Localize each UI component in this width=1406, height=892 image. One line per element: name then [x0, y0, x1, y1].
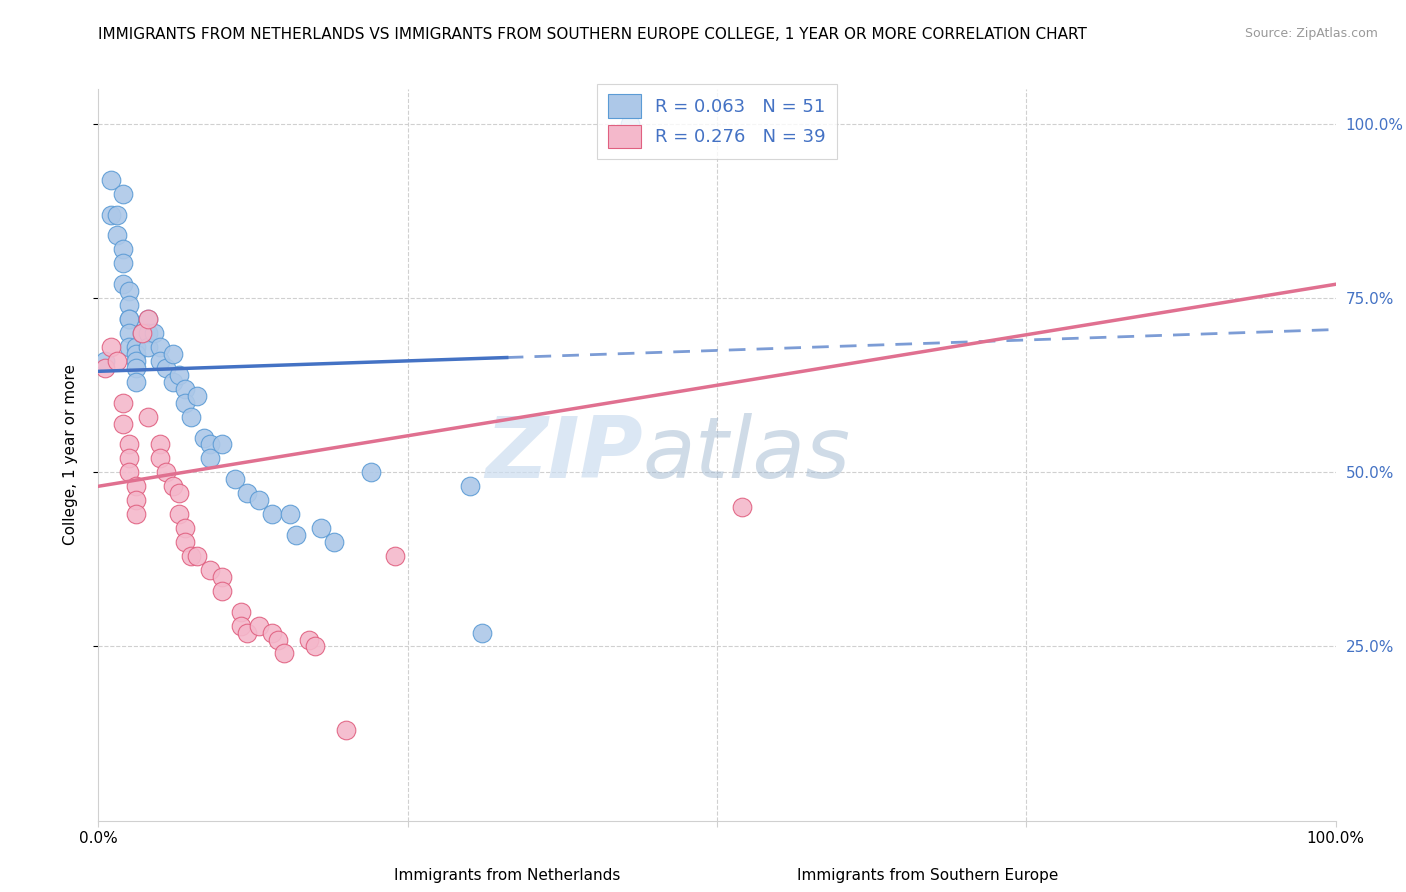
Point [198, 451, 221, 466]
Point [124, 493, 146, 508]
Point [285, 528, 308, 542]
Point [162, 375, 184, 389]
Point [236, 486, 259, 500]
Point [93, 354, 115, 368]
Point [112, 243, 135, 257]
Point [100, 340, 122, 354]
Point [112, 417, 135, 431]
Point [118, 451, 141, 466]
Point [155, 466, 177, 480]
Point [167, 507, 190, 521]
Point [260, 625, 283, 640]
Point [322, 535, 344, 549]
Point [335, 723, 357, 737]
Point [124, 354, 146, 368]
Point [180, 549, 202, 563]
Point [267, 632, 290, 647]
Point [211, 583, 233, 598]
Point [112, 186, 135, 201]
Point [229, 618, 252, 632]
Point [619, 117, 641, 131]
Point [118, 298, 141, 312]
Point [278, 507, 301, 521]
Text: Source: ZipAtlas.com: Source: ZipAtlas.com [1244, 27, 1378, 40]
Point [236, 625, 259, 640]
Point [167, 486, 190, 500]
Point [198, 563, 221, 577]
Point [211, 570, 233, 584]
Point [247, 493, 270, 508]
Point [118, 340, 141, 354]
Point [136, 312, 159, 326]
Point [186, 549, 208, 563]
Point [458, 479, 481, 493]
Point [131, 326, 153, 340]
Point [136, 340, 159, 354]
Text: IMMIGRANTS FROM NETHERLANDS VS IMMIGRANTS FROM SOUTHERN EUROPE COLLEGE, 1 YEAR O: IMMIGRANTS FROM NETHERLANDS VS IMMIGRANT… [98, 27, 1087, 42]
Point [167, 368, 190, 382]
Point [162, 479, 184, 493]
Point [124, 375, 146, 389]
Point [155, 360, 177, 375]
Point [384, 549, 406, 563]
Point [124, 360, 146, 375]
Point [100, 173, 122, 187]
Point [124, 507, 146, 521]
Point [174, 382, 197, 396]
Point [174, 535, 197, 549]
Y-axis label: College, 1 year or more: College, 1 year or more [63, 365, 77, 545]
Point [105, 354, 128, 368]
Point [118, 466, 141, 480]
Point [112, 277, 135, 292]
Point [149, 451, 172, 466]
Point [471, 625, 494, 640]
Point [118, 437, 141, 451]
Point [260, 507, 283, 521]
Point [124, 479, 146, 493]
Point [273, 647, 295, 661]
Text: Immigrants from Southern Europe: Immigrants from Southern Europe [797, 868, 1059, 883]
Point [731, 500, 754, 515]
Point [105, 228, 128, 243]
Text: atlas: atlas [643, 413, 851, 497]
Point [100, 208, 122, 222]
Point [124, 340, 146, 354]
Point [112, 256, 135, 270]
Point [124, 347, 146, 361]
Point [143, 326, 166, 340]
Point [136, 326, 159, 340]
Point [149, 354, 172, 368]
Point [211, 437, 233, 451]
Point [112, 395, 135, 409]
Point [131, 326, 153, 340]
Point [149, 340, 172, 354]
Point [118, 326, 141, 340]
Text: ZIP: ZIP [485, 413, 643, 497]
Point [136, 409, 159, 424]
Legend: R = 0.063   N = 51, R = 0.276   N = 39: R = 0.063 N = 51, R = 0.276 N = 39 [598, 84, 837, 159]
Point [180, 409, 202, 424]
Point [224, 472, 246, 486]
Point [247, 618, 270, 632]
Point [136, 312, 159, 326]
Point [105, 208, 128, 222]
Point [118, 312, 141, 326]
Point [162, 347, 184, 361]
Point [304, 640, 326, 654]
Point [186, 389, 208, 403]
Point [118, 312, 141, 326]
Point [309, 521, 332, 535]
Point [360, 466, 382, 480]
Point [174, 521, 197, 535]
Point [193, 430, 215, 444]
Text: Immigrants from Netherlands: Immigrants from Netherlands [394, 868, 620, 883]
Point [93, 360, 115, 375]
Point [118, 284, 141, 298]
Point [149, 437, 172, 451]
Point [174, 395, 197, 409]
Point [298, 632, 321, 647]
Point [229, 605, 252, 619]
Point [198, 437, 221, 451]
